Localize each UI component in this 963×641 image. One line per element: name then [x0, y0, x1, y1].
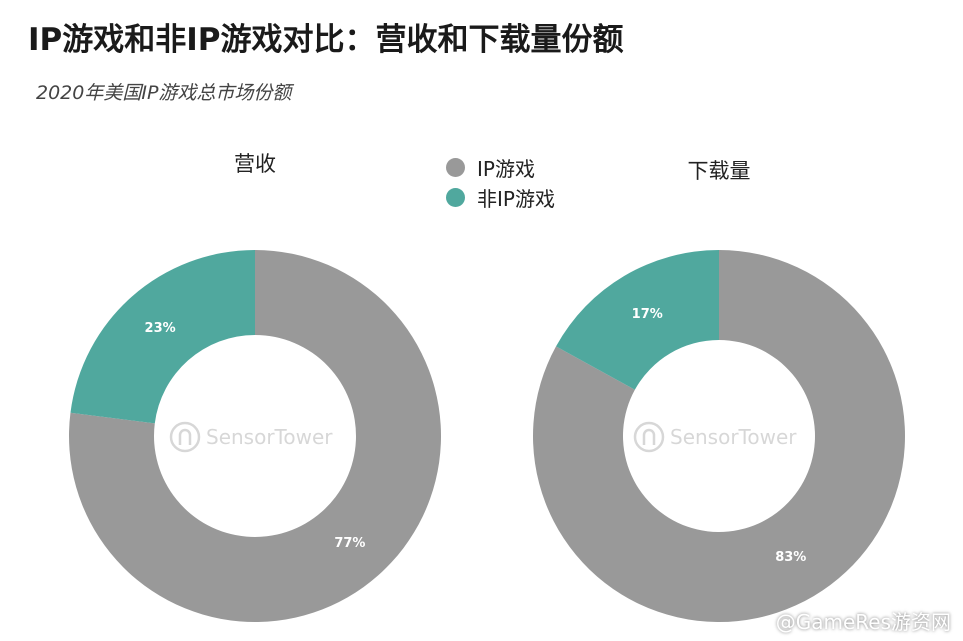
legend-swatch-ip-games	[446, 157, 465, 177]
revenue-slice-non-ip-games	[70, 250, 255, 424]
revenue-sensortower-logo-mark	[178, 428, 192, 445]
legend-label-ip-games: IP游戏	[477, 156, 535, 181]
footer-watermark: @GameRes游资网	[775, 610, 951, 634]
revenue-sensortower-watermark: SensorTower	[169, 421, 333, 453]
revenue-sensortower-logo-icon	[169, 421, 201, 453]
downloads-sensortower-logo-mark	[642, 428, 656, 445]
page-subtitle: 2020年美国IP游戏总市场份额	[36, 82, 292, 104]
revenue-data-label-ip-games: 77%	[334, 536, 365, 551]
legend-label-non-ip-games: 非IP游戏	[477, 186, 555, 211]
revenue-slice-ip-games	[68, 250, 441, 623]
legend-item-ip-games: IP游戏	[446, 152, 555, 182]
chart-legend: IP游戏 非IP游戏	[446, 152, 555, 212]
downloads-sensortower-logo-icon	[633, 421, 665, 453]
revenue-chart-title: 营收	[234, 152, 276, 176]
downloads-data-label-ip-games: 83%	[775, 550, 806, 565]
page-title: IP游戏和非IP游戏对比：营收和下载量份额	[28, 22, 624, 58]
revenue-sensortower-wordmark: SensorTower	[206, 425, 333, 449]
downloads-slice-non-ip-games	[556, 250, 719, 390]
downloads-chart-title: 下载量	[687, 159, 751, 183]
downloads-slice-ip-games	[533, 250, 906, 623]
downloads-data-label-non-ip-games: 17%	[632, 307, 663, 322]
revenue-data-label-non-ip-games: 23%	[145, 321, 176, 336]
downloads-sensortower-watermark: SensorTower	[633, 421, 797, 453]
legend-swatch-non-ip-games	[446, 187, 465, 207]
downloads-sensortower-wordmark: SensorTower	[670, 425, 797, 449]
legend-item-non-ip-games: 非IP游戏	[446, 182, 555, 212]
